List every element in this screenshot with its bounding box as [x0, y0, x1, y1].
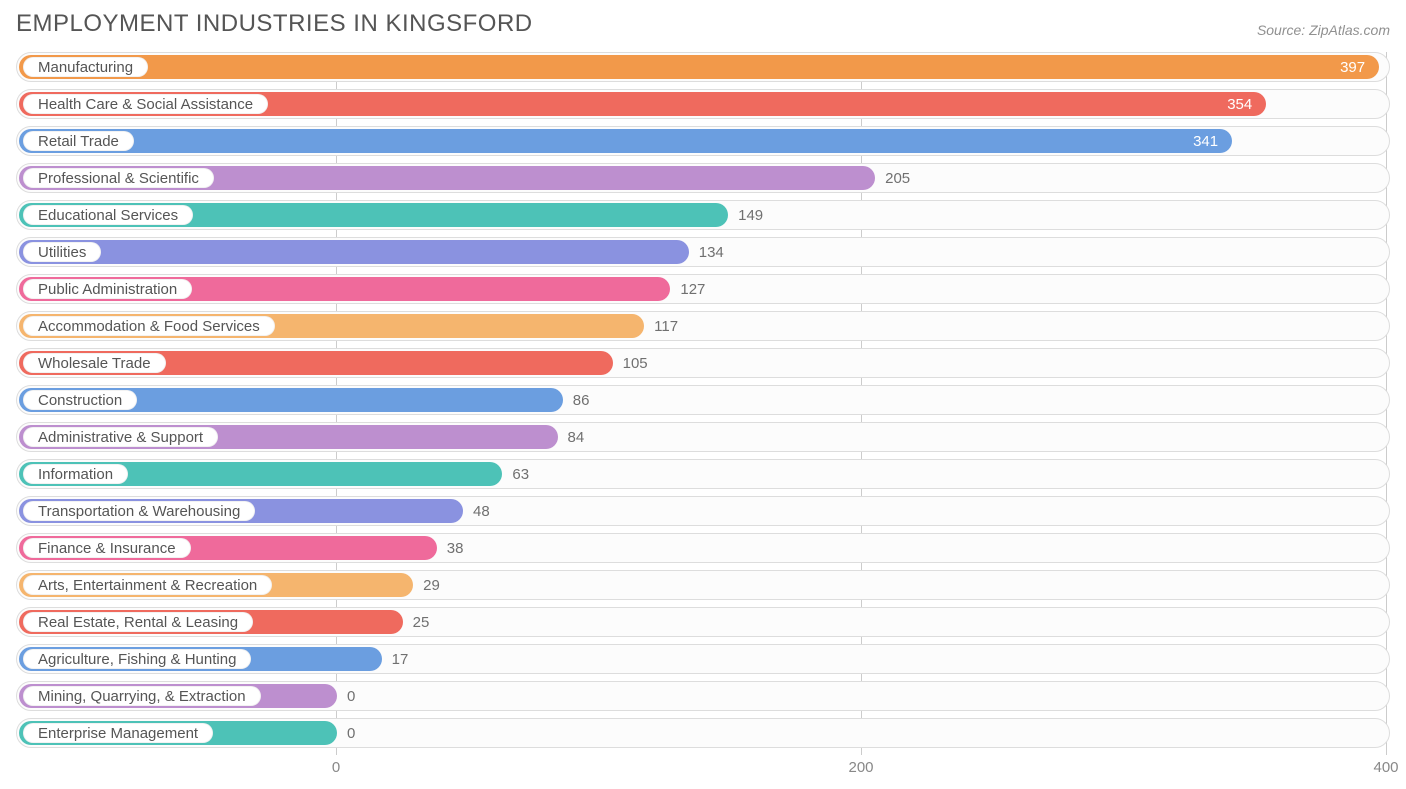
axis-tick: 200: [848, 759, 873, 776]
bar-fill: [19, 129, 1232, 153]
bar-label: Information: [23, 464, 128, 484]
bar-value: 134: [699, 238, 724, 266]
bar-row: Professional & Scientific 205: [16, 163, 1390, 193]
bar-row: Public Administration 127: [16, 274, 1390, 304]
bar-label: Construction: [23, 390, 137, 410]
bar-value: 117: [654, 312, 678, 340]
bar-value: 0: [347, 682, 355, 710]
axis-tick: 400: [1373, 759, 1398, 776]
bar-label: Transportation & Warehousing: [23, 501, 255, 521]
bar-value: 341: [1193, 127, 1218, 155]
bar-row: Transportation & Warehousing 48: [16, 496, 1390, 526]
bar-row: Wholesale Trade 105: [16, 348, 1390, 378]
bar-value: 48: [473, 497, 490, 525]
bar-row: Educational Services 149: [16, 200, 1390, 230]
bar-value: 0: [347, 719, 355, 747]
bar-label: Accommodation & Food Services: [23, 316, 275, 336]
bar-value: 86: [573, 386, 590, 414]
bar-value: 63: [512, 460, 529, 488]
bar-value: 25: [413, 608, 430, 636]
chart-title: EMPLOYMENT INDUSTRIES IN KINGSFORD: [16, 10, 533, 38]
bar-value: 17: [392, 645, 409, 673]
bar-row: Retail Trade 341: [16, 126, 1390, 156]
bar-label: Enterprise Management: [23, 723, 213, 743]
bar-label: Mining, Quarrying, & Extraction: [23, 686, 261, 706]
axis-tick: 0: [332, 759, 340, 776]
bar-label: Agriculture, Fishing & Hunting: [23, 649, 251, 669]
bar-label: Utilities: [23, 242, 101, 262]
bar-label: Public Administration: [23, 279, 192, 299]
bar-value: 38: [447, 534, 464, 562]
bar-value: 105: [623, 349, 648, 377]
bar-label: Professional & Scientific: [23, 168, 214, 188]
bar-row: Agriculture, Fishing & Hunting 17: [16, 644, 1390, 674]
bar-row: Real Estate, Rental & Leasing 25: [16, 607, 1390, 637]
bars-container: Manufacturing 397 Health Care & Social Ass…: [16, 52, 1390, 748]
bar-value: 127: [680, 275, 705, 303]
chart-header: EMPLOYMENT INDUSTRIES IN KINGSFORD Sourc…: [16, 10, 1390, 38]
bar-value: 29: [423, 571, 440, 599]
bar-value: 205: [885, 164, 910, 192]
bar-row: Arts, Entertainment & Recreation 29: [16, 570, 1390, 600]
bar-label: Wholesale Trade: [23, 353, 166, 373]
bar-row: Administrative & Support 84: [16, 422, 1390, 452]
bar-label: Manufacturing: [23, 57, 148, 77]
bar-label: Retail Trade: [23, 131, 134, 151]
bar-row: Health Care & Social Assistance 354: [16, 89, 1390, 119]
chart-area: Manufacturing 397 Health Care & Social Ass…: [16, 52, 1390, 779]
bar-row: Enterprise Management 0: [16, 718, 1390, 748]
bar-fill: [19, 55, 1379, 79]
bar-row: Utilities 134: [16, 237, 1390, 267]
bar-fill: [19, 240, 689, 264]
bar-row: Manufacturing 397: [16, 52, 1390, 82]
bar-row: Mining, Quarrying, & Extraction 0: [16, 681, 1390, 711]
chart-source: Source: ZipAtlas.com: [1257, 22, 1390, 38]
source-prefix: Source:: [1257, 22, 1309, 38]
bar-value: 354: [1227, 90, 1252, 118]
bar-label: Administrative & Support: [23, 427, 218, 447]
x-axis: 0200400: [16, 755, 1390, 779]
bar-row: Information 63: [16, 459, 1390, 489]
bar-row: Construction 86: [16, 385, 1390, 415]
bar-row: Accommodation & Food Services 117: [16, 311, 1390, 341]
bar-label: Health Care & Social Assistance: [23, 94, 268, 114]
bar-value: 397: [1340, 53, 1365, 81]
bar-label: Arts, Entertainment & Recreation: [23, 575, 272, 595]
source-name: ZipAtlas.com: [1309, 22, 1390, 38]
bar-label: Finance & Insurance: [23, 538, 191, 558]
bar-value: 149: [738, 201, 763, 229]
bar-label: Educational Services: [23, 205, 193, 225]
bar-value: 84: [568, 423, 585, 451]
bar-row: Finance & Insurance 38: [16, 533, 1390, 563]
bar-label: Real Estate, Rental & Leasing: [23, 612, 253, 632]
